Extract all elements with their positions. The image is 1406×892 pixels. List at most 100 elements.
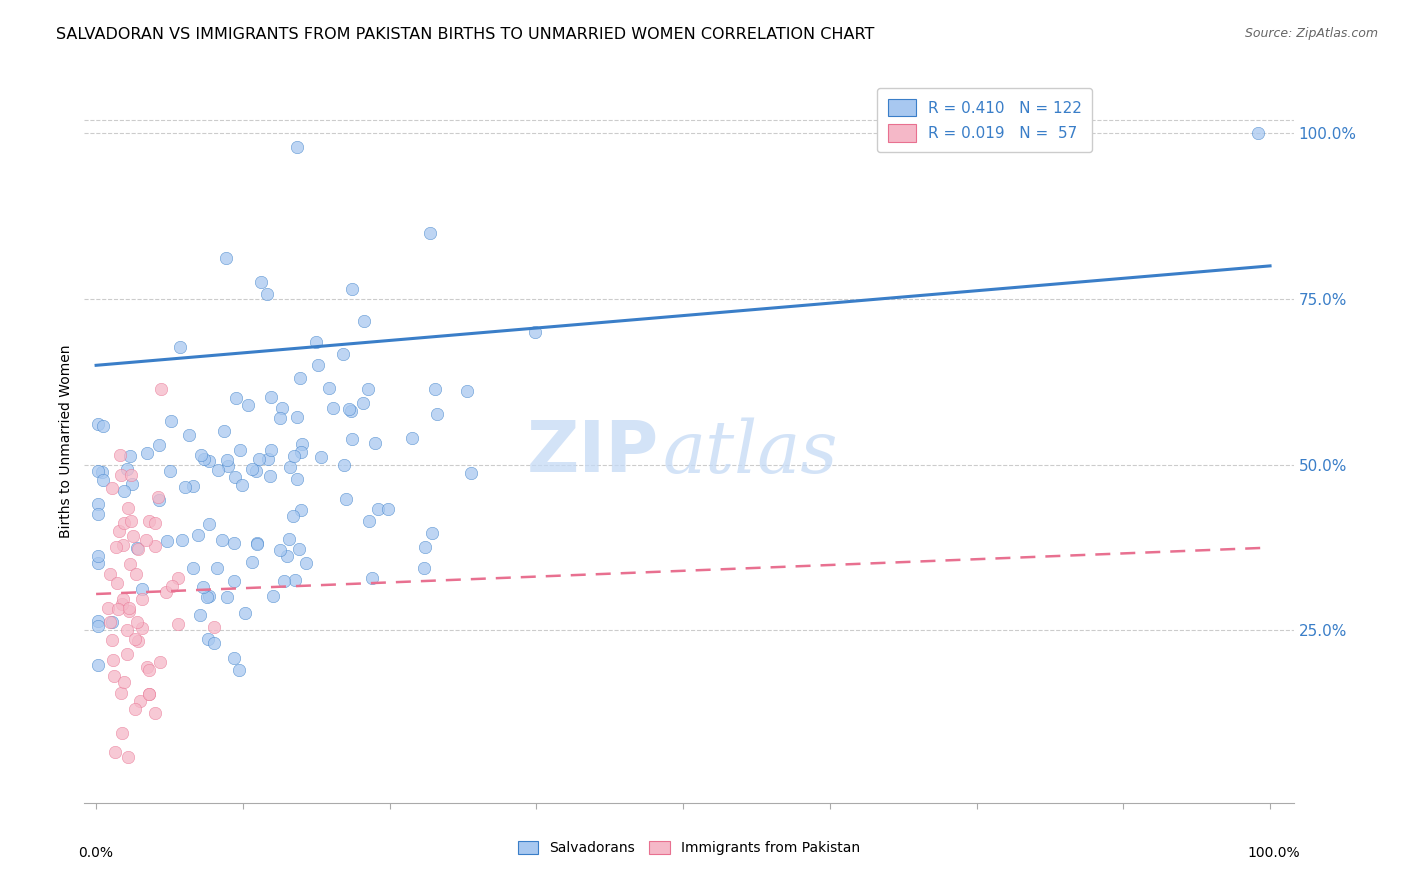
Point	[87, 549, 110, 564]
Point	[90, 465, 112, 479]
Point	[420, 526, 443, 541]
Point	[335, 491, 357, 506]
Point	[122, 529, 145, 543]
Point	[120, 449, 142, 463]
Point	[340, 404, 363, 418]
Point	[167, 571, 190, 585]
Point	[231, 478, 253, 492]
Point	[115, 462, 138, 476]
Point	[118, 557, 141, 571]
Point	[136, 660, 159, 674]
Point	[273, 574, 295, 588]
Point	[129, 694, 152, 708]
Point	[131, 621, 153, 635]
Point	[127, 634, 149, 648]
Point	[207, 463, 229, 477]
Point	[211, 533, 233, 547]
Point	[364, 435, 387, 450]
Point	[245, 537, 267, 551]
Point	[177, 428, 200, 442]
Point	[217, 590, 239, 604]
Point	[138, 664, 160, 678]
Text: ZIP: ZIP	[526, 417, 659, 487]
Point	[245, 464, 267, 478]
Point	[110, 468, 132, 483]
Point	[1247, 126, 1270, 140]
Point	[291, 437, 314, 451]
Point	[307, 358, 329, 372]
Point	[260, 442, 283, 457]
Point	[242, 555, 264, 569]
Point	[193, 452, 215, 467]
Point	[172, 533, 194, 547]
Point	[332, 347, 354, 361]
Text: SALVADORAN VS IMMIGRANTS FROM PAKISTAN BIRTHS TO UNMARRIED WOMEN CORRELATION CHA: SALVADORAN VS IMMIGRANTS FROM PAKISTAN B…	[56, 27, 875, 42]
Point	[285, 139, 308, 153]
Point	[340, 282, 363, 296]
Point	[174, 480, 197, 494]
Point	[240, 461, 263, 475]
Point	[260, 390, 283, 404]
Point	[367, 502, 389, 516]
Point	[120, 514, 142, 528]
Point	[118, 604, 141, 618]
Point	[91, 473, 114, 487]
Point	[197, 454, 219, 468]
Point	[97, 601, 120, 615]
Point	[269, 542, 291, 557]
Point	[305, 334, 328, 349]
Point	[224, 650, 246, 665]
Point	[87, 507, 110, 521]
Point	[166, 616, 188, 631]
Point	[353, 313, 375, 327]
Point	[257, 452, 280, 467]
Point	[125, 566, 148, 581]
Point	[357, 382, 380, 396]
Point	[187, 528, 209, 542]
Point	[269, 411, 291, 425]
Point	[460, 466, 482, 480]
Point	[138, 514, 160, 528]
Point	[271, 401, 294, 415]
Point	[112, 484, 135, 499]
Point	[212, 424, 235, 438]
Point	[159, 464, 181, 478]
Point	[423, 382, 446, 396]
Point	[225, 392, 247, 406]
Point	[112, 516, 135, 531]
Point	[117, 601, 139, 615]
Point	[413, 540, 436, 554]
Point	[104, 745, 127, 759]
Point	[100, 633, 122, 648]
Point	[131, 592, 153, 607]
Point	[197, 589, 219, 603]
Point	[115, 648, 138, 662]
Point	[318, 381, 340, 395]
Point	[117, 750, 139, 764]
Point	[401, 431, 423, 445]
Point	[98, 567, 121, 582]
Point	[419, 226, 441, 240]
Point	[224, 470, 246, 484]
Point	[169, 340, 191, 354]
Text: atlas: atlas	[662, 417, 838, 488]
Point	[138, 687, 160, 701]
Text: Source: ZipAtlas.com: Source: ZipAtlas.com	[1244, 27, 1378, 40]
Point	[247, 452, 270, 467]
Point	[148, 493, 170, 508]
Point	[284, 573, 307, 587]
Point	[217, 458, 239, 473]
Point	[233, 606, 256, 620]
Point	[98, 615, 121, 630]
Y-axis label: Births to Unmarried Women: Births to Unmarried Women	[59, 345, 73, 538]
Point	[136, 446, 159, 460]
Point	[224, 574, 246, 588]
Point	[524, 325, 547, 339]
Point	[246, 536, 269, 550]
Point	[215, 252, 238, 266]
Point	[87, 614, 110, 628]
Point	[412, 561, 434, 575]
Point	[309, 450, 332, 465]
Point	[340, 432, 363, 446]
Point	[120, 467, 142, 482]
